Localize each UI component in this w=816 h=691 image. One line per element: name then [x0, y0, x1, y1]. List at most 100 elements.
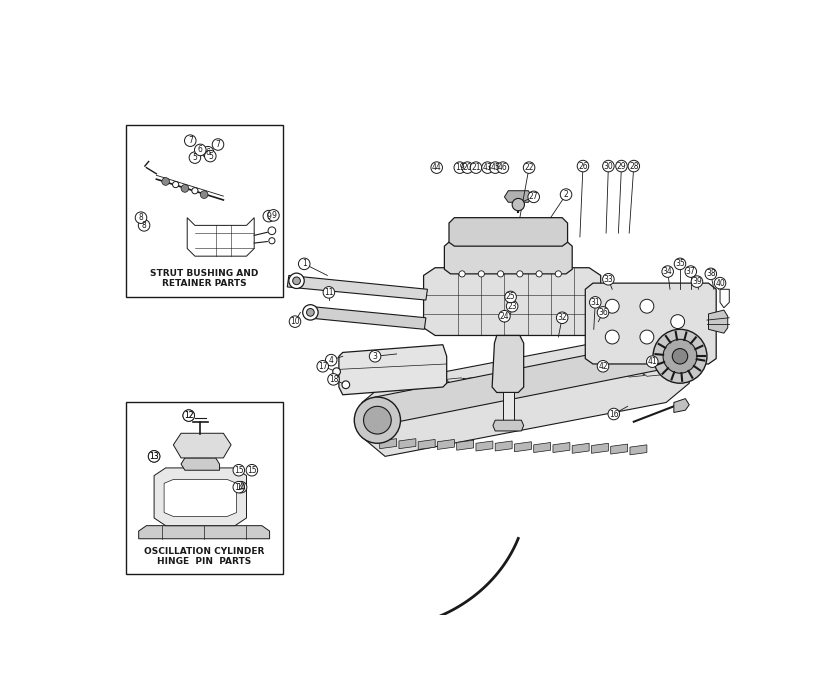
Text: 42: 42: [598, 362, 608, 371]
Polygon shape: [610, 444, 628, 454]
Text: 29: 29: [617, 162, 627, 171]
Circle shape: [705, 268, 716, 280]
Circle shape: [498, 271, 503, 277]
Text: 8: 8: [139, 213, 144, 223]
Text: 38: 38: [706, 269, 716, 278]
Text: 10: 10: [290, 317, 299, 326]
Polygon shape: [419, 439, 435, 449]
Polygon shape: [154, 468, 246, 526]
Circle shape: [192, 188, 198, 193]
Circle shape: [370, 350, 381, 362]
Polygon shape: [504, 191, 532, 202]
Circle shape: [326, 354, 337, 366]
Circle shape: [528, 191, 539, 202]
Circle shape: [602, 274, 614, 285]
Circle shape: [497, 162, 508, 173]
Polygon shape: [493, 420, 524, 431]
Circle shape: [200, 191, 208, 198]
Polygon shape: [139, 526, 269, 539]
Circle shape: [317, 361, 329, 372]
Text: 37: 37: [686, 267, 696, 276]
Polygon shape: [307, 306, 426, 330]
Circle shape: [555, 271, 561, 277]
Text: 43: 43: [482, 163, 492, 172]
Circle shape: [189, 152, 201, 163]
Text: 34: 34: [663, 267, 672, 276]
Polygon shape: [534, 442, 551, 453]
Text: 33: 33: [604, 275, 614, 284]
Circle shape: [597, 361, 609, 372]
Circle shape: [499, 310, 510, 322]
Polygon shape: [339, 345, 446, 395]
Text: 41: 41: [647, 357, 657, 366]
Text: 14: 14: [234, 483, 244, 492]
Circle shape: [462, 162, 473, 173]
Circle shape: [323, 287, 335, 298]
Circle shape: [184, 135, 196, 146]
Circle shape: [181, 184, 188, 192]
Text: 14: 14: [237, 483, 246, 492]
Text: 28: 28: [629, 162, 639, 171]
Polygon shape: [674, 399, 690, 413]
Text: 17: 17: [318, 362, 327, 371]
Polygon shape: [287, 276, 428, 300]
Circle shape: [478, 271, 485, 277]
Text: 15: 15: [234, 466, 244, 475]
Text: 6: 6: [206, 148, 211, 157]
Polygon shape: [187, 218, 255, 256]
Text: 1: 1: [302, 259, 307, 268]
Text: 27: 27: [529, 192, 539, 201]
Text: 12: 12: [184, 411, 193, 420]
Circle shape: [605, 299, 619, 313]
Text: 30: 30: [604, 162, 614, 171]
Circle shape: [459, 271, 465, 277]
Polygon shape: [572, 444, 589, 453]
Circle shape: [691, 276, 703, 287]
Circle shape: [490, 162, 501, 173]
Polygon shape: [592, 444, 609, 453]
Circle shape: [507, 301, 518, 312]
Polygon shape: [492, 335, 524, 392]
Polygon shape: [449, 218, 568, 246]
Text: 7: 7: [188, 136, 193, 145]
Text: 19: 19: [455, 163, 464, 172]
Text: 2: 2: [564, 190, 569, 199]
Circle shape: [714, 277, 725, 289]
Circle shape: [512, 198, 525, 211]
Text: 9: 9: [271, 211, 276, 220]
Polygon shape: [708, 310, 728, 333]
Circle shape: [662, 266, 673, 277]
Circle shape: [605, 330, 619, 344]
Circle shape: [194, 144, 206, 155]
Circle shape: [523, 162, 534, 173]
Text: 26: 26: [579, 162, 588, 171]
Circle shape: [212, 139, 224, 151]
Text: 40: 40: [715, 278, 725, 287]
Polygon shape: [181, 458, 220, 471]
Circle shape: [328, 374, 339, 385]
Circle shape: [616, 160, 628, 172]
Text: 36: 36: [598, 308, 608, 317]
Circle shape: [640, 299, 654, 313]
Text: 12: 12: [184, 411, 193, 420]
Circle shape: [470, 162, 481, 173]
Circle shape: [505, 291, 517, 303]
Circle shape: [454, 162, 466, 173]
Polygon shape: [514, 442, 531, 452]
Circle shape: [307, 308, 314, 316]
Text: 8: 8: [142, 221, 146, 230]
Polygon shape: [364, 337, 690, 426]
Polygon shape: [173, 433, 231, 458]
Circle shape: [685, 266, 697, 277]
Circle shape: [608, 408, 619, 420]
Polygon shape: [457, 440, 473, 451]
Circle shape: [235, 482, 247, 493]
Circle shape: [557, 312, 568, 323]
Circle shape: [268, 238, 275, 244]
Circle shape: [577, 160, 589, 172]
Circle shape: [481, 162, 494, 173]
Circle shape: [653, 330, 707, 384]
Circle shape: [205, 151, 216, 162]
Text: 16: 16: [609, 410, 619, 419]
Text: STRUT BUSHING AND: STRUT BUSHING AND: [150, 269, 259, 278]
